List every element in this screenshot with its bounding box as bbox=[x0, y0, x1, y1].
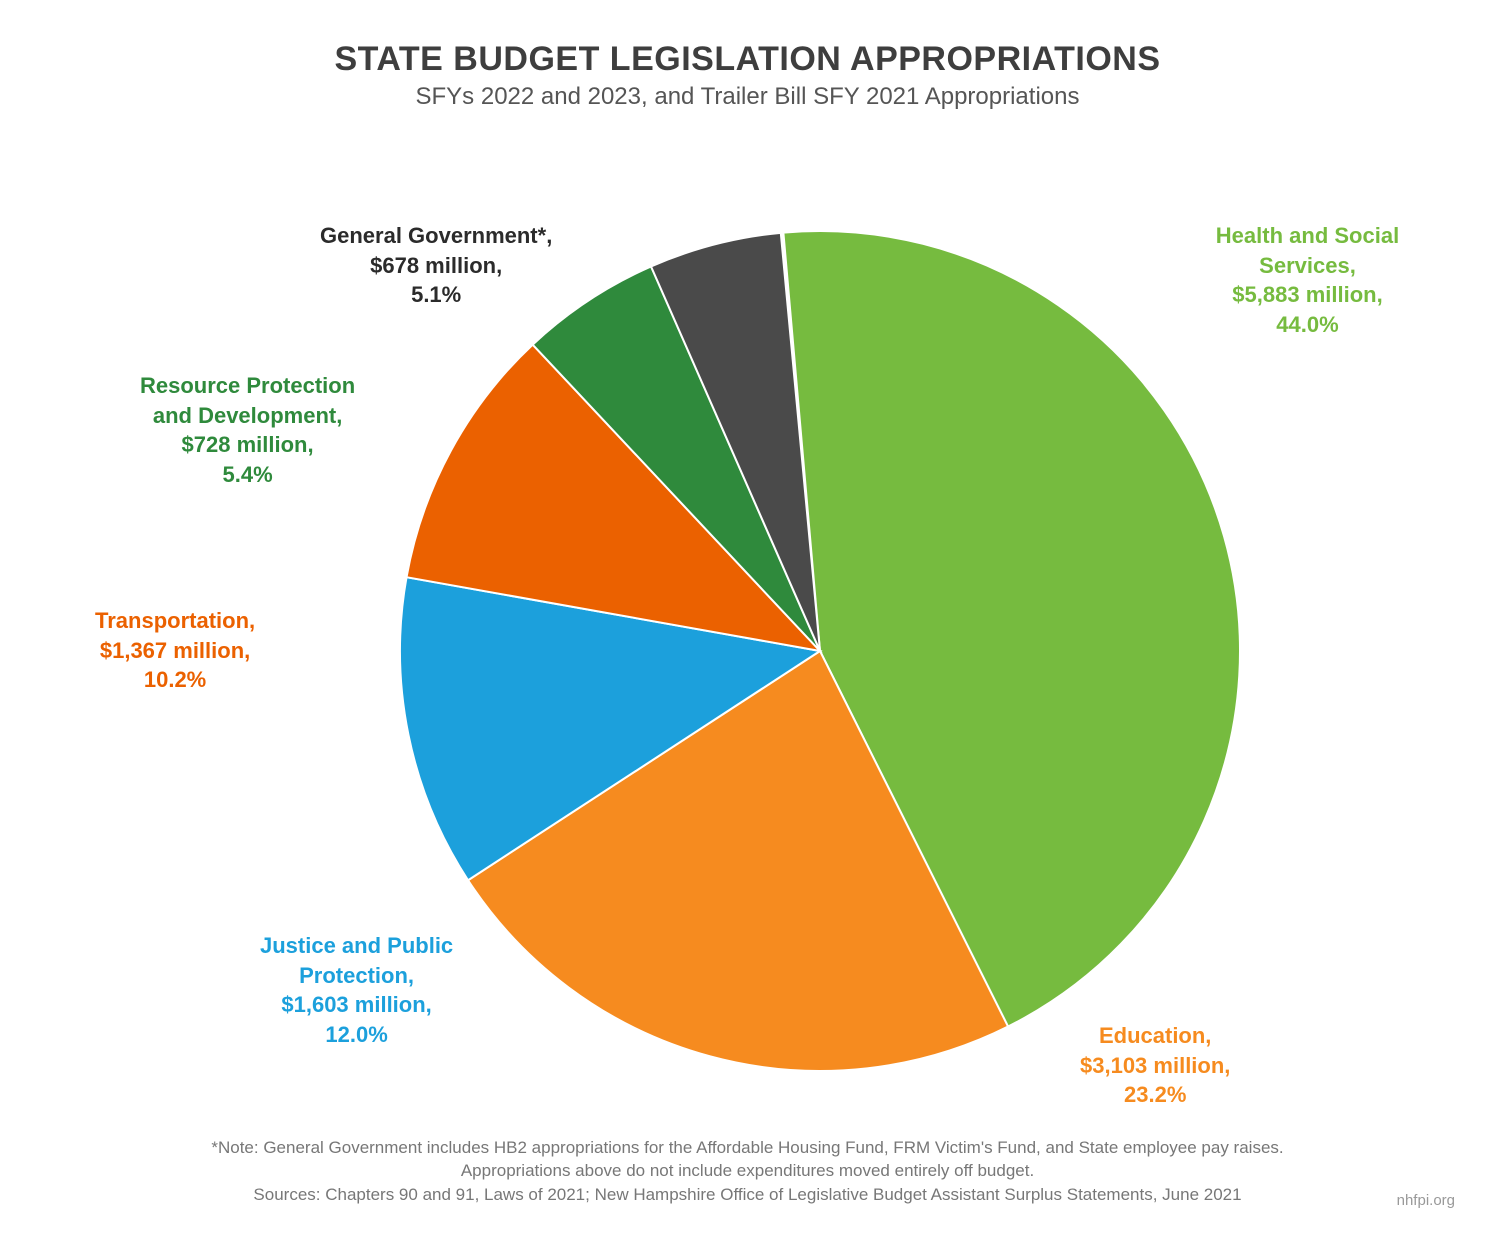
slice-label: Resource Protectionand Development,$728 … bbox=[140, 371, 355, 490]
slice-label-line: General Government*, bbox=[320, 221, 552, 251]
slice-amount: $1,367 million, bbox=[95, 636, 255, 666]
pie-chart bbox=[400, 231, 1240, 1071]
chart-subtitle: SFYs 2022 and 2023, and Trailer Bill SFY… bbox=[60, 83, 1435, 111]
footnote-block: *Note: General Government includes HB2 a… bbox=[0, 1136, 1495, 1207]
chart-container: STATE BUDGET LEGISLATION APPROPRIATIONS … bbox=[0, 0, 1495, 1237]
slice-label-line: Transportation, bbox=[95, 606, 255, 636]
slice-label: Transportation,$1,367 million,10.2% bbox=[95, 606, 255, 695]
slice-label: Justice and PublicProtection,$1,603 mill… bbox=[260, 931, 453, 1050]
chart-title: STATE BUDGET LEGISLATION APPROPRIATIONS bbox=[60, 40, 1435, 79]
slice-percent: 12.0% bbox=[260, 1020, 453, 1050]
slice-percent: 5.1% bbox=[320, 280, 552, 310]
slice-percent: 5.4% bbox=[140, 460, 355, 490]
slice-amount: $5,883 million, bbox=[1180, 280, 1435, 310]
slice-label-line: Education, bbox=[1080, 1021, 1230, 1051]
slice-percent: 10.2% bbox=[95, 665, 255, 695]
slice-percent: 23.2% bbox=[1080, 1080, 1230, 1110]
slice-amount: $3,103 million, bbox=[1080, 1051, 1230, 1081]
slice-label: Health and Social Services,$5,883 millio… bbox=[1180, 221, 1435, 340]
slice-label-line: Resource Protection bbox=[140, 371, 355, 401]
slice-label: Education,$3,103 million,23.2% bbox=[1080, 1021, 1230, 1110]
slice-amount: $728 million, bbox=[140, 430, 355, 460]
slice-label-line: Justice and Public bbox=[260, 931, 453, 961]
chart-area: Health and Social Services,$5,883 millio… bbox=[60, 141, 1435, 1141]
source-tag: nhfpi.org bbox=[1397, 1192, 1455, 1209]
slice-label-line: Protection, bbox=[260, 961, 453, 991]
slice-label: General Government*,$678 million,5.1% bbox=[320, 221, 552, 310]
slice-label-line: and Development, bbox=[140, 401, 355, 431]
slice-percent: 44.0% bbox=[1180, 310, 1435, 340]
footnote-line-1: *Note: General Government includes HB2 a… bbox=[120, 1136, 1375, 1160]
slice-label-line: Health and Social Services, bbox=[1180, 221, 1435, 280]
slice-amount: $1,603 million, bbox=[260, 990, 453, 1020]
slice-amount: $678 million, bbox=[320, 251, 552, 281]
footnote-line-2: Appropriations above do not include expe… bbox=[120, 1159, 1375, 1183]
footnote-line-3: Sources: Chapters 90 and 91, Laws of 202… bbox=[120, 1183, 1375, 1207]
